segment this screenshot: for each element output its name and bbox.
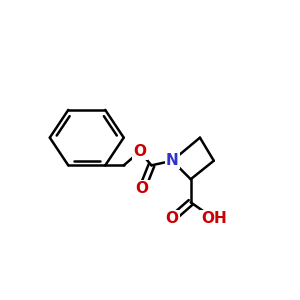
Text: OH: OH <box>201 211 227 226</box>
Text: O: O <box>166 211 179 226</box>
Text: O: O <box>134 144 146 159</box>
Text: O: O <box>136 181 149 196</box>
Text: N: N <box>166 153 178 168</box>
